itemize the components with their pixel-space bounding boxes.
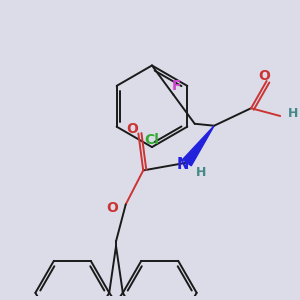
Text: Cl: Cl: [145, 133, 159, 147]
Text: H: H: [196, 166, 206, 179]
Text: O: O: [106, 201, 118, 215]
Polygon shape: [183, 126, 214, 166]
Text: O: O: [127, 122, 139, 136]
Text: F: F: [172, 79, 182, 93]
Text: O: O: [259, 69, 271, 83]
Text: N: N: [177, 157, 189, 172]
Text: H: H: [288, 106, 298, 120]
